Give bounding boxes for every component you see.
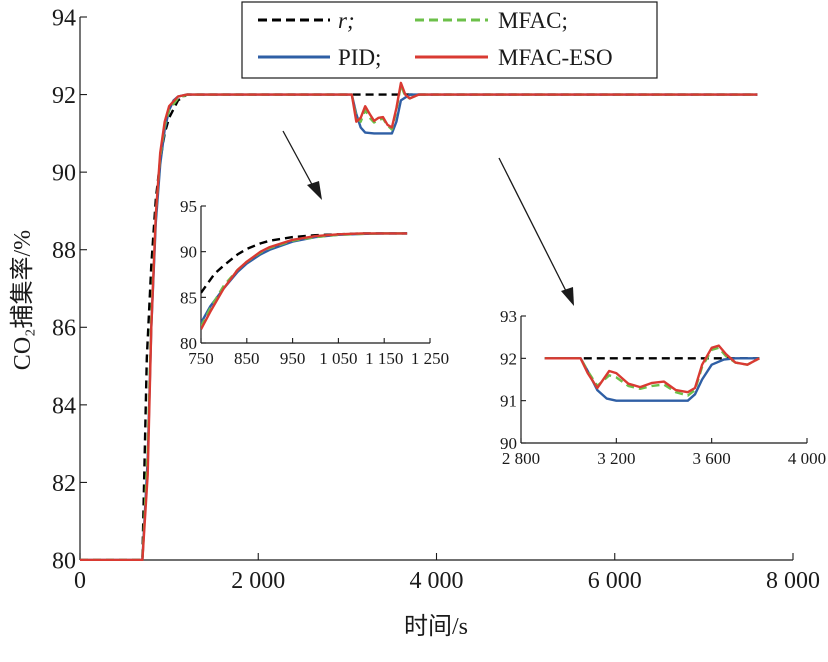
zoom-arrow-left — [282, 130, 316, 191]
legend-r-label: r; — [338, 8, 355, 33]
inset-left-x-tick-label: 750 — [188, 349, 214, 368]
inset-left-x-tick-label: 1 050 — [319, 349, 357, 368]
legend-box — [241, 1, 658, 79]
y-axis-title: CO₂捕集率/% — [9, 230, 36, 370]
main-y-tick-label: 82 — [52, 471, 76, 497]
main-y-tick-label: 88 — [52, 238, 76, 264]
inset-left-y-tick-label: 80 — [180, 334, 197, 353]
inset-right-x-tick-label: 2 800 — [502, 449, 540, 468]
inset-right-y-tick-label: 90 — [500, 434, 517, 453]
main-series-mfac-eso-line — [80, 81, 758, 561]
main-x-tick-label: 4 000 — [410, 568, 464, 594]
main-x-tick-label: 2 000 — [231, 568, 285, 594]
inset-right-x-tick-label: 3 200 — [597, 449, 635, 468]
x-axis-title: 时间/s — [404, 613, 468, 640]
inset-left-x-tick-label: 950 — [280, 349, 306, 368]
inset-left-x-tick-label: 1 150 — [365, 349, 403, 368]
legend-mfac-eso-label: MFAC-ESO — [498, 45, 613, 70]
main-series-group — [80, 81, 758, 561]
inset-right-plot: 2 800 3 200 3 600 4 000 90 91 92 93 — [496, 307, 826, 472]
inset-right-series-mfac-eso-line — [544, 344, 760, 394]
inset-left-series-group — [201, 232, 408, 330]
main-plot: 0 2 000 4 000 6 000 8 000 80 82 84 86 88 90 92 94 时间/… — [9, 5, 820, 640]
inset-left-plot: 750 850 950 1 050 1 150 1 250 80 85 90 95 — [175, 197, 449, 376]
main-y-tick-label: 86 — [52, 316, 76, 342]
zoom-arrow-right — [498, 157, 569, 296]
arrow-head-right — [561, 287, 574, 306]
main-y-tick-label: 94 — [52, 5, 76, 31]
zoom-arrows — [282, 130, 574, 306]
legend-mfac-label: MFAC; — [498, 8, 568, 33]
inset-left-x-tick-label: 1 250 — [411, 349, 449, 368]
inset-left-y-tick-label: 85 — [180, 288, 197, 307]
inset-right-y-tick-label: 93 — [500, 307, 517, 326]
main-y-tick-label: 84 — [52, 393, 76, 419]
legend-pid-label: PID; — [338, 45, 381, 70]
inset-left-y-tick-label: 90 — [180, 243, 197, 262]
arrow-head-left — [307, 181, 322, 200]
inset-right-x-tick-label: 3 600 — [693, 449, 731, 468]
inset-left-y-tick-label: 95 — [180, 197, 197, 216]
main-x-tick-label: 8 000 — [766, 568, 820, 594]
inset-right-y-tick-label: 91 — [500, 392, 517, 411]
main-y-tick-label: 90 — [52, 161, 76, 187]
main-x-tick-label: 0 — [74, 568, 86, 594]
inset-right-series-group — [544, 344, 760, 402]
legend: r; PID; MFAC; MFAC-ESO — [241, 1, 658, 79]
inset-right-x-tick-label: 4 000 — [788, 449, 826, 468]
main-y-tick-label: 92 — [52, 83, 76, 109]
inset-left-series-mfac-eso-line — [201, 232, 408, 330]
inset-left-background — [175, 200, 440, 376]
inset-right-background — [496, 308, 818, 472]
main-y-tick-label: 80 — [52, 548, 76, 574]
inset-left-x-tick-label: 850 — [234, 349, 260, 368]
main-x-tick-label: 6 000 — [588, 568, 642, 594]
inset-right-y-tick-label: 92 — [500, 349, 517, 368]
